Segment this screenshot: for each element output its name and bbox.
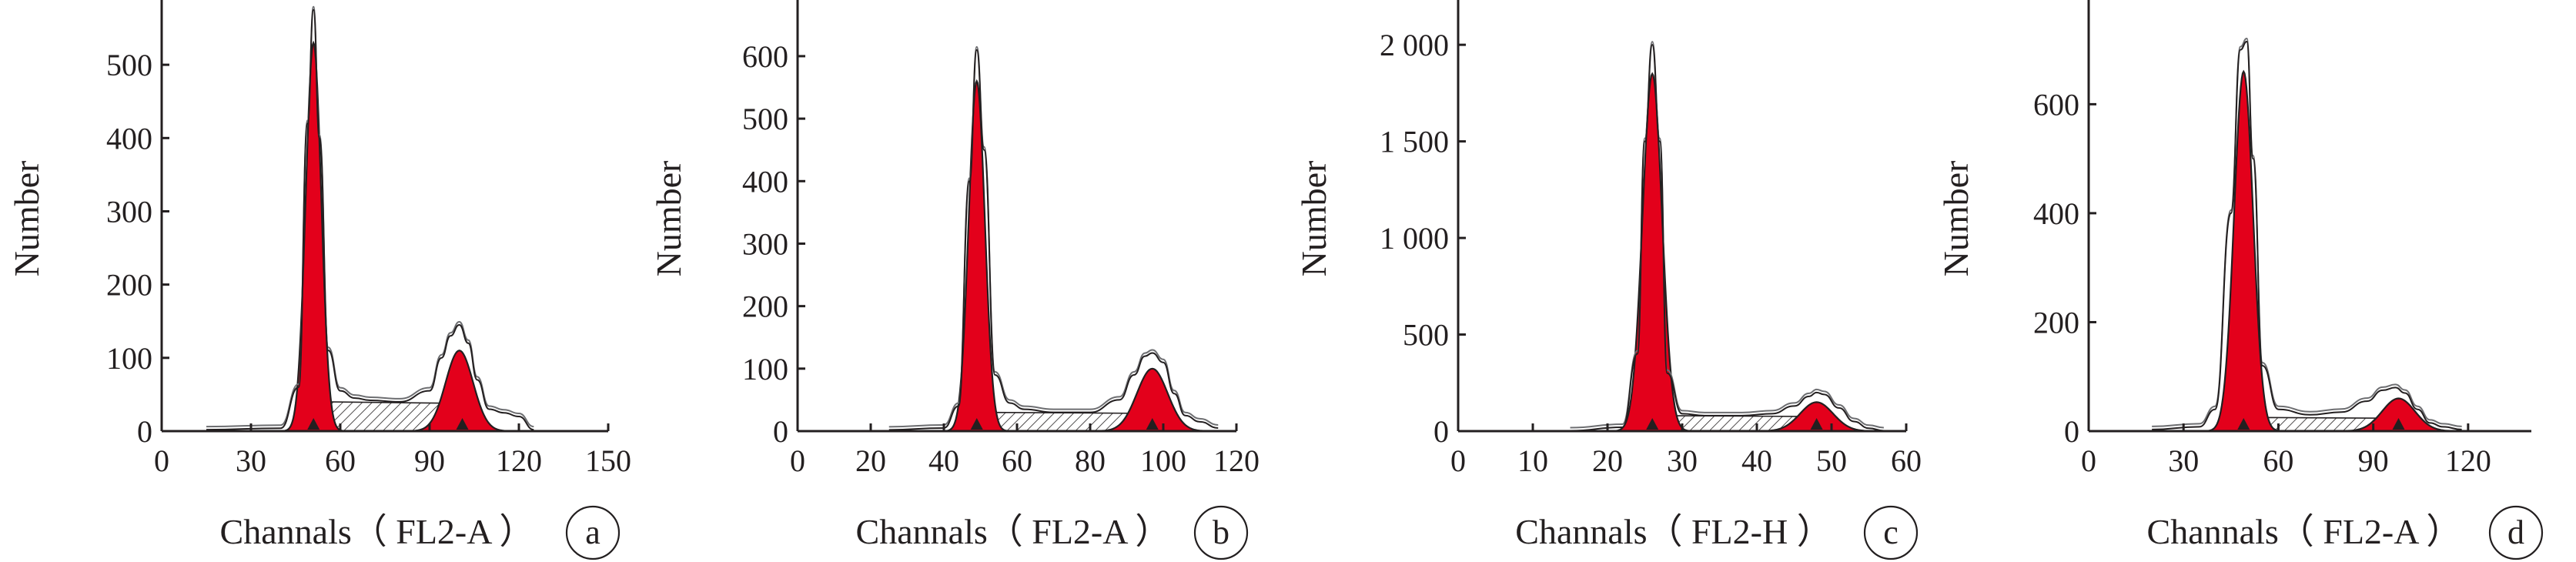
x-tick-label: 0	[2081, 443, 2096, 478]
y-tick-label: 400	[742, 164, 788, 199]
panel-label: a	[585, 513, 601, 551]
y-tick-label: 0	[2064, 414, 2079, 449]
g2-peak	[1090, 367, 1214, 433]
x-tick-label: 10	[1517, 443, 1548, 478]
x-tick-label: 120	[1213, 443, 1260, 478]
x-axis-label: Channals（ FL2-A ）	[220, 512, 535, 551]
panel-label-circle	[1193, 505, 1249, 560]
y-tick-label: 500	[742, 102, 788, 136]
g1-peak	[282, 40, 345, 432]
x-tick-label: 40	[1741, 443, 1772, 478]
x-tick-label: 30	[2168, 443, 2199, 478]
peak-marker-triangle	[1146, 418, 1159, 430]
y-tick-label: 300	[742, 226, 788, 261]
x-tick-label: 40	[928, 443, 959, 478]
x-tick-label: 20	[855, 443, 886, 478]
g1-peak	[2205, 69, 2282, 432]
x-tick-label: 100	[1140, 443, 1186, 478]
x-tick-label: 20	[1592, 443, 1623, 478]
panel-label: c	[1883, 513, 1899, 551]
total-histogram-outline	[2152, 37, 2462, 427]
g2-peak	[404, 350, 514, 433]
y-tick-label: 200	[742, 289, 788, 324]
peak-marker-triangle	[456, 418, 469, 430]
x-tick-label: 30	[1667, 443, 1698, 478]
panel-label: b	[1213, 513, 1229, 551]
y-tick-label: 1 000	[1380, 221, 1449, 256]
peak-marker-triangle	[2392, 418, 2405, 430]
y-axis-label: Number	[7, 161, 46, 277]
x-axis-label: Channals（ FL2-H ）	[1515, 512, 1832, 551]
x-tick-label: 150	[585, 443, 631, 478]
x-tick-label: 0	[790, 443, 805, 478]
y-axis-label: Number	[1294, 161, 1333, 277]
x-tick-label: 50	[1816, 443, 1847, 478]
chart-panel-b: 0 20 40 60 80 100 120 0 100 200 300 400 500 600 Number…	[649, 0, 1260, 560]
y-tick-label: 600	[2033, 87, 2079, 122]
x-axis-label: Channals（ FL2-A ）	[856, 512, 1171, 551]
panel-label-circle	[565, 505, 621, 560]
x-tick-label: 120	[2445, 443, 2491, 478]
peak-marker-triangle	[970, 418, 983, 430]
y-tick-label: 200	[106, 268, 152, 303]
x-tick-label: 80	[1075, 443, 1106, 478]
panel-label-circle	[2488, 505, 2544, 560]
y-tick-label: 100	[742, 352, 788, 386]
chart-panel-c: 0 10 20 30 40 50 60 0 500 1 000 1 500 2 000 Number Ch…	[1294, 0, 1922, 560]
chart-panel-a: 0 30 60 90 120 150 0 100 200 300 400 500 Number Chann…	[7, 0, 631, 560]
fitted-envelope-line	[2152, 40, 2462, 430]
y-tick-label: 0	[137, 414, 152, 449]
fitted-envelope-line	[1570, 44, 1884, 432]
g1-peak	[1613, 72, 1691, 432]
y-tick-label: 600	[742, 39, 788, 74]
x-tick-label: 90	[2358, 443, 2389, 478]
x-tick-label: 60	[2263, 443, 2293, 478]
g1-peak	[944, 79, 1009, 432]
x-tick-label: 90	[414, 443, 445, 478]
x-tick-label: 60	[325, 443, 356, 478]
x-tick-label: 60	[1891, 443, 1922, 478]
x-tick-label: 0	[154, 443, 169, 478]
y-tick-label: 0	[773, 414, 788, 449]
y-tick-label: 100	[106, 341, 152, 376]
y-axis-label: Number	[649, 161, 688, 277]
peak-marker-triangle	[1646, 418, 1659, 430]
y-tick-label: 500	[1403, 318, 1449, 353]
x-tick-label: 30	[236, 443, 266, 478]
y-tick-label: 1 500	[1380, 125, 1449, 159]
fitted-envelope-line	[888, 49, 1219, 431]
x-tick-label: 0	[1450, 443, 1466, 478]
peak-marker-triangle	[307, 418, 320, 430]
y-tick-label: 200	[2033, 305, 2079, 340]
y-tick-label: 0	[1434, 414, 1449, 449]
y-tick-label: 400	[2033, 196, 2079, 231]
y-tick-label: 300	[106, 194, 152, 229]
peak-marker-triangle	[2237, 418, 2250, 430]
peak-marker-triangle	[1810, 418, 1823, 430]
y-tick-label: 500	[106, 48, 152, 82]
x-tick-label: 120	[496, 443, 542, 478]
panel-label-circle	[1863, 505, 1919, 560]
fitted-envelope-line	[206, 8, 534, 431]
y-tick-label: 400	[106, 121, 152, 156]
total-histogram-outline	[888, 45, 1219, 428]
x-tick-label: 60	[1002, 443, 1032, 478]
y-axis-label: Number	[1936, 161, 1975, 277]
panel-label: d	[2507, 513, 2524, 551]
y-tick-label: 2 000	[1380, 28, 1449, 62]
x-axis-label: Channals（ FL2-A ）	[2147, 512, 2462, 551]
chart-panel-d: 0 30 60 90 120 0 200 400 600 Number Channals（ FL2-…	[1936, 0, 2544, 560]
total-histogram-outline	[206, 5, 534, 428]
total-histogram-outline	[1570, 41, 1884, 429]
